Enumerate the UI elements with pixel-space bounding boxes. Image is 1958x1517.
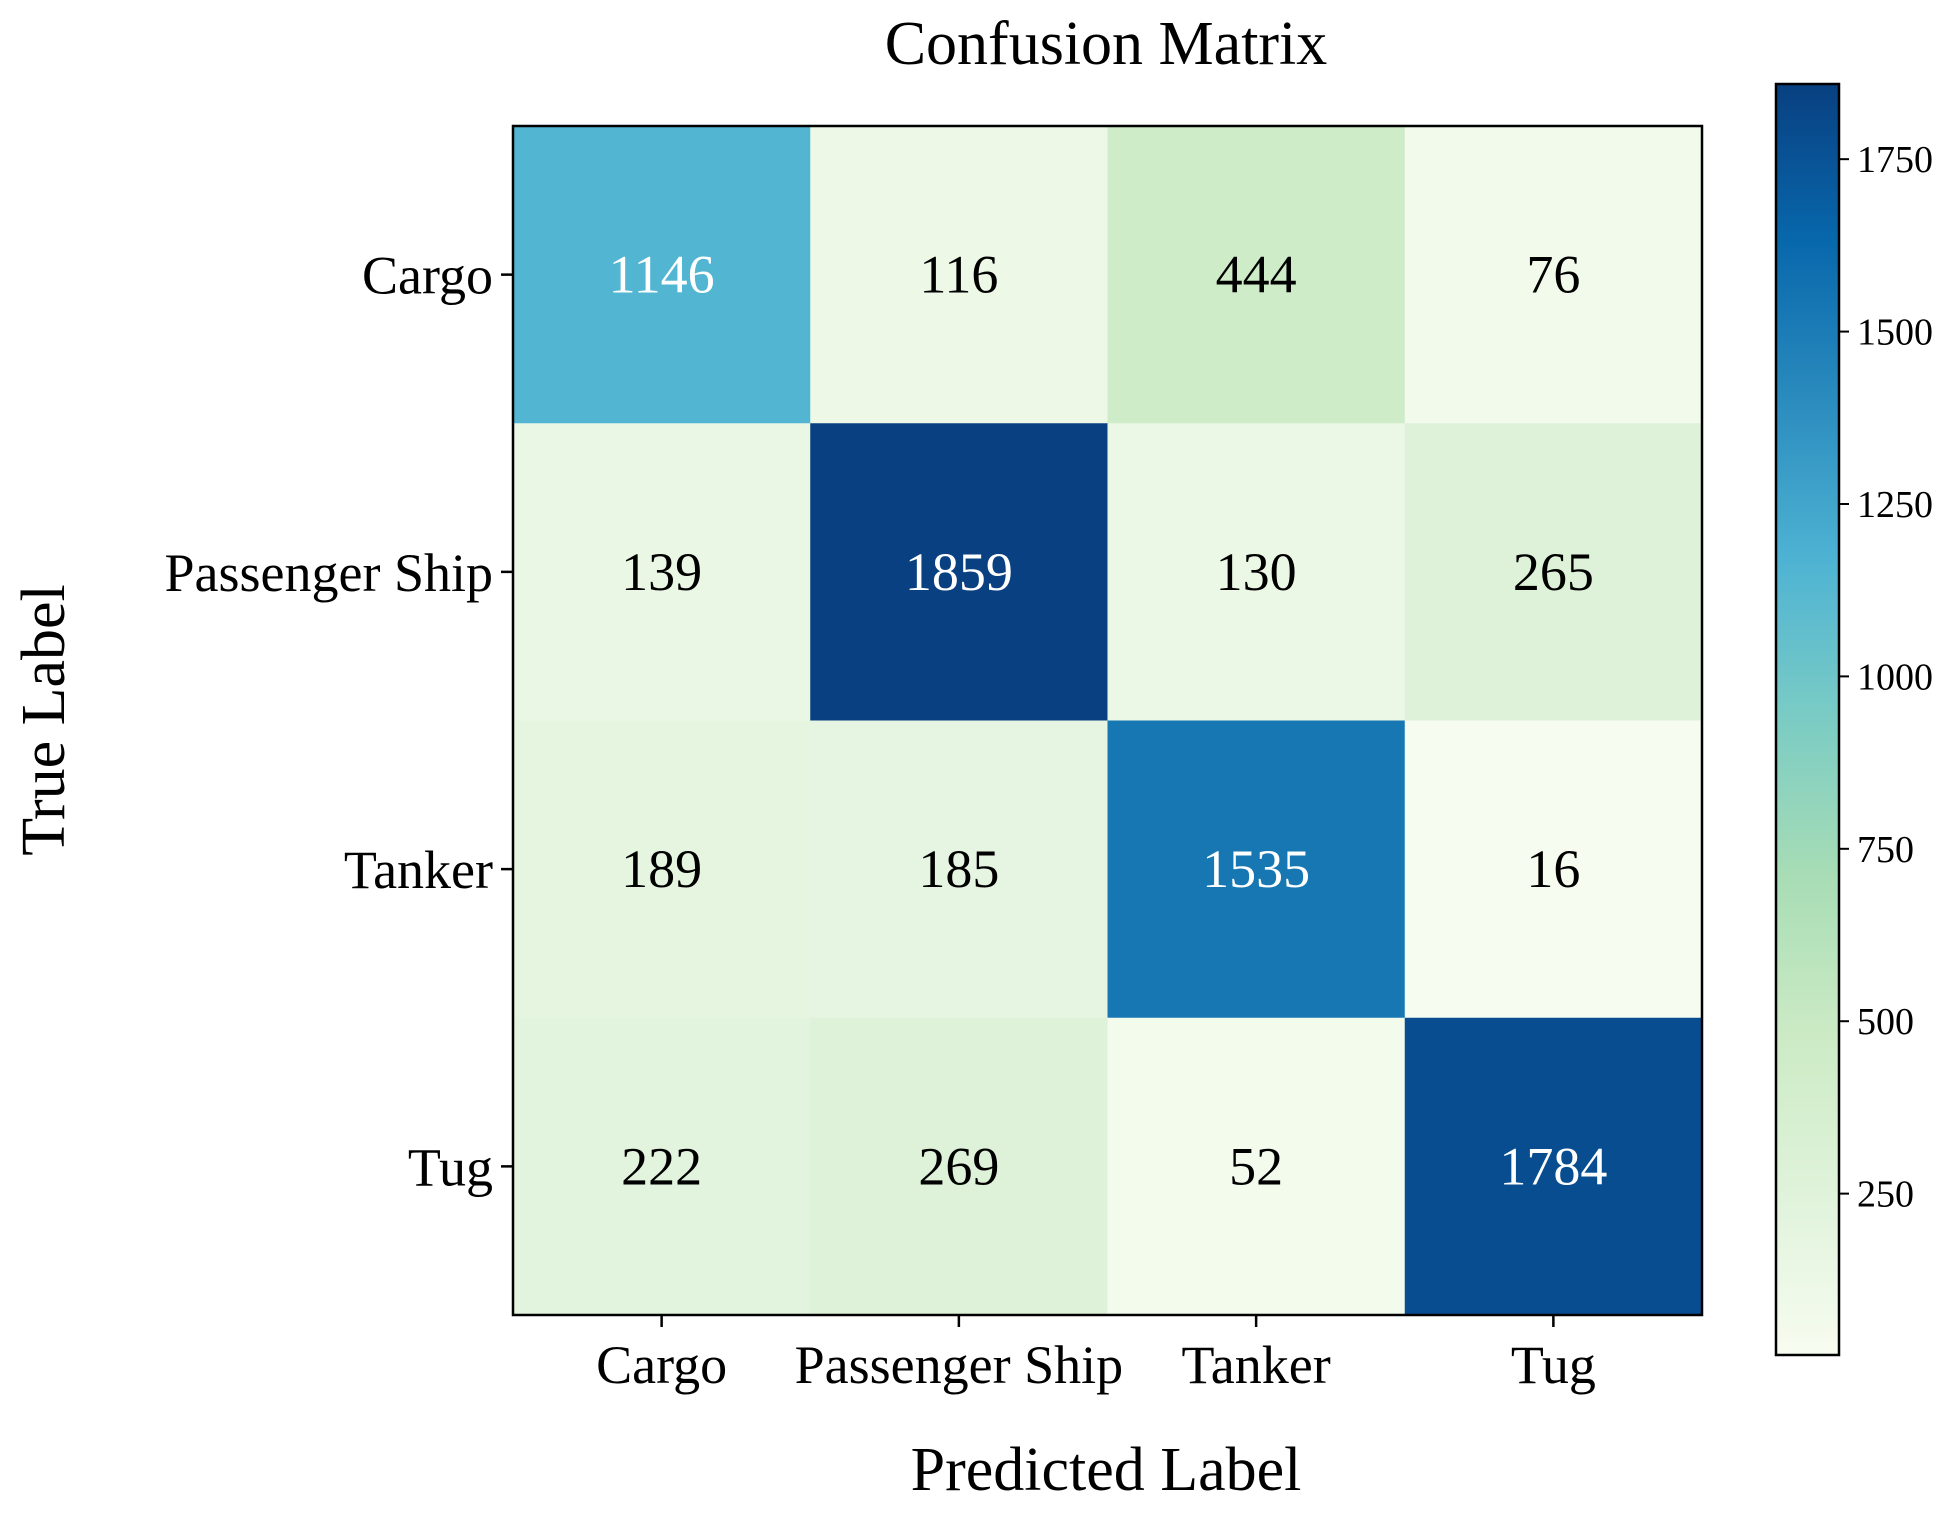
cell-value-label: 52	[1229, 1136, 1283, 1196]
heatmap-cell	[1404, 1017, 1703, 1316]
heatmap-cells	[513, 126, 1703, 1316]
cell-value-label: 139	[621, 542, 702, 602]
cell-value-label: 185	[918, 839, 999, 899]
cell-value-label: 16	[1526, 839, 1580, 899]
cell-value-label: 1859	[905, 542, 1013, 602]
heatmap-cell	[810, 126, 1108, 424]
heatmap-cell	[810, 423, 1108, 721]
heatmap-cell	[513, 720, 811, 1019]
x-tick-label: Passenger Ship	[795, 1335, 1123, 1395]
heatmap-cell	[1404, 720, 1703, 1019]
y-tick-label: Tug	[408, 1137, 493, 1197]
colorbar-gradient	[1776, 84, 1839, 1355]
y-tick-label: Passenger Ship	[165, 543, 493, 603]
x-tick-label: Tug	[1511, 1335, 1596, 1395]
chart-title: Confusion Matrix	[885, 10, 1328, 78]
x-axis: Cargo Passenger Ship Tanker Tug	[596, 1315, 1596, 1395]
colorbar-tick-label: 1000	[1857, 656, 1933, 698]
heatmap-cell	[513, 1017, 811, 1316]
y-tick-label: Cargo	[362, 246, 493, 306]
colorbar-tick-label: 1500	[1857, 312, 1933, 354]
cell-value-label: 130	[1216, 542, 1297, 602]
colorbar-tick-label: 1250	[1857, 484, 1933, 526]
cell-value-label: 189	[621, 839, 702, 899]
colorbar-tick-label: 1750	[1857, 139, 1933, 181]
cell-value-label: 265	[1513, 542, 1594, 602]
heatmap-cell	[1107, 423, 1406, 721]
cell-value-label: 1146	[609, 245, 715, 305]
heatmap-cell-labels: 1146 116 444 76 139 1859 130 265 189 185 1535 16 222…	[609, 245, 1608, 1197]
plot-frame	[511, 124, 1704, 1317]
cell-value-label: 116	[919, 245, 998, 305]
x-tick-label: Cargo	[596, 1335, 727, 1395]
heatmap-cell	[1404, 126, 1703, 424]
cell-value-label: 76	[1526, 245, 1580, 305]
heatmap-cell	[513, 126, 811, 424]
heatmap-cell	[1404, 423, 1703, 721]
heatmap-cell	[810, 720, 1108, 1019]
colorbar: 250 500 750 1000 1250 1500 1750	[1774, 82, 1933, 1357]
cell-value-label: 1535	[1202, 839, 1310, 899]
y-tick-label: Tanker	[344, 840, 493, 900]
cell-value-label: 269	[918, 1136, 999, 1196]
heatmap-cell	[810, 1017, 1108, 1316]
heatmap-cell	[1107, 720, 1406, 1019]
cell-value-label: 444	[1216, 245, 1297, 305]
y-axis-label: True Label	[10, 584, 78, 856]
y-axis: Cargo Passenger Ship Tanker Tug	[165, 246, 513, 1197]
heatmap-cell	[513, 423, 811, 721]
heatmap-cell	[1107, 126, 1406, 424]
cell-value-label: 1784	[1499, 1136, 1607, 1196]
colorbar-tick-label: 250	[1857, 1174, 1914, 1216]
heatmap-cell	[1107, 1017, 1406, 1316]
colorbar-frame	[1774, 82, 1841, 1357]
colorbar-tick-label: 750	[1857, 829, 1914, 871]
x-axis-label: Predicted Label	[911, 1436, 1302, 1504]
colorbar-tick-label: 500	[1857, 1001, 1914, 1043]
x-tick-label: Tanker	[1182, 1335, 1331, 1395]
cell-value-label: 222	[621, 1136, 702, 1196]
